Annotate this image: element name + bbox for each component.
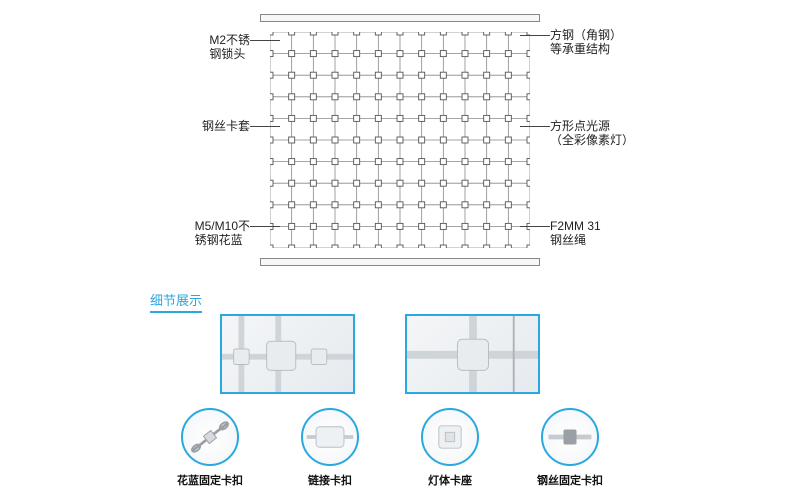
callout-text: 钢丝卡套: [202, 119, 250, 133]
callout-text: F2MM 31: [550, 219, 601, 233]
component-link-clip: 链接卡扣: [290, 408, 370, 488]
component-label: 花蓝固定卡扣: [170, 472, 250, 488]
pixel-grid-svg: [270, 32, 530, 248]
callout-text: M2不锈: [209, 33, 250, 47]
callout-leader: [520, 126, 550, 127]
callout-pixel_lamp: 方形点光源（全彩像素灯）: [550, 119, 634, 148]
assembly-diagram: M2不锈钢锁头钢丝卡套M5/M10不锈钢花蓝方钢（角钢）等承重结构方形点光源（全…: [190, 10, 610, 270]
component-lamp-holder: 灯体卡座: [410, 408, 490, 488]
callout-text: 等承重结构: [550, 42, 622, 56]
callout-leader: [520, 35, 550, 36]
callout-leader: [250, 126, 280, 127]
component-turnbuckle-clip: 花蓝固定卡扣: [170, 408, 250, 488]
detail-photo-clip-joint: [220, 314, 355, 394]
wire-fix-clip-icon: [541, 408, 599, 466]
callout-text: 方形点光源: [550, 119, 634, 133]
callout-text: 方钢（角钢）: [550, 28, 622, 42]
callout-leader: [250, 226, 280, 227]
callout-wire_sleeve: 钢丝卡套: [202, 119, 250, 133]
callout-text: 锈钢花蓝: [195, 233, 250, 247]
lamp-holder-icon: [421, 408, 479, 466]
detail-photos-row: [220, 314, 540, 394]
callout-text: 钢锁头: [209, 47, 250, 61]
turnbuckle-clip-icon: [181, 408, 239, 466]
components-row: 花蓝固定卡扣 链接卡扣 灯体卡座 钢丝固定卡扣: [170, 408, 610, 488]
callout-lock_head: M2不锈钢锁头: [209, 33, 250, 62]
callout-steel_frame: 方钢（角钢）等承重结构: [550, 28, 622, 57]
component-label: 灯体卡座: [410, 472, 490, 488]
top-beam: [260, 14, 540, 22]
callout-wire_rope: F2MM 31钢丝绳: [550, 219, 601, 248]
callout-text: 钢丝绳: [550, 233, 601, 247]
component-label: 链接卡扣: [290, 472, 370, 488]
callout-text: （全彩像素灯）: [550, 133, 634, 147]
detail-photo-node-junction: [405, 314, 540, 394]
component-wire-fix-clip: 钢丝固定卡扣: [530, 408, 610, 488]
callout-leader: [250, 40, 280, 41]
callout-turnbuckle: M5/M10不锈钢花蓝: [195, 219, 250, 248]
pixel-grid: [270, 32, 530, 248]
component-label: 钢丝固定卡扣: [530, 472, 610, 488]
callout-text: M5/M10不: [195, 219, 250, 233]
section-header-details: 细节展示: [150, 290, 202, 313]
bottom-beam: [260, 258, 540, 266]
callout-leader: [520, 226, 550, 227]
link-clip-icon: [301, 408, 359, 466]
